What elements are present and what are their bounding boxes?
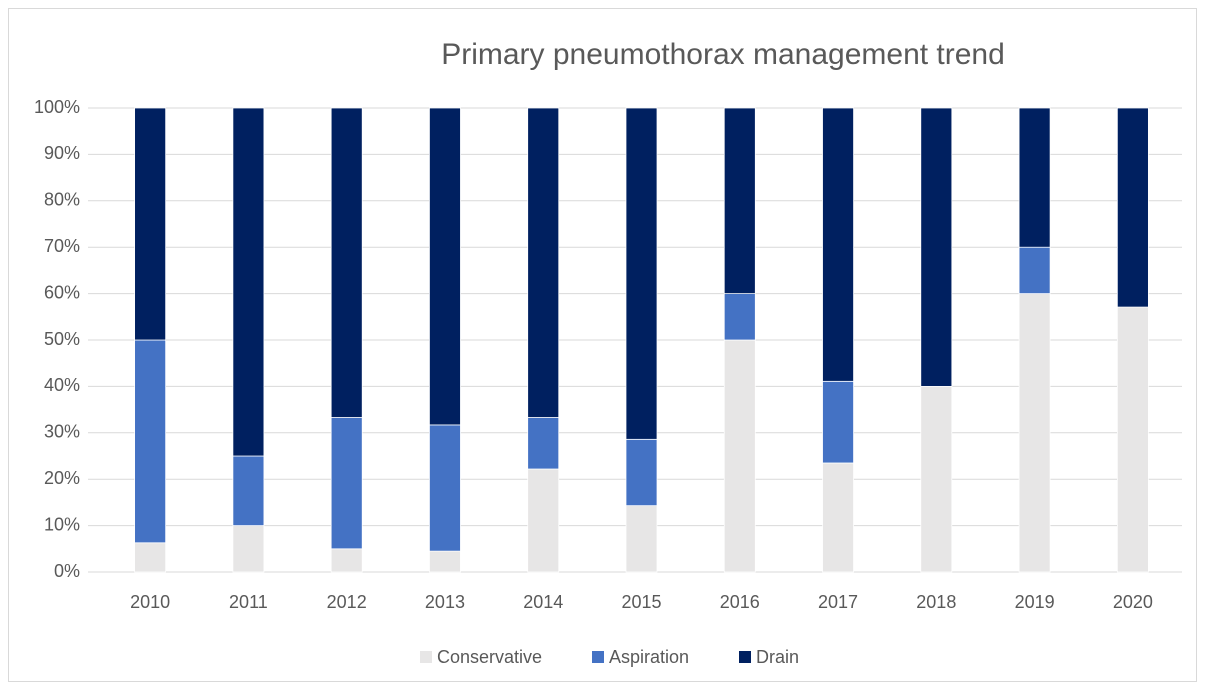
y-tick-label: 40% <box>44 375 80 395</box>
bar-segment <box>232 525 265 573</box>
bar-segment <box>134 542 167 573</box>
legend-label: Conservative <box>437 647 542 667</box>
bar-segment <box>1018 293 1051 573</box>
bar-segment <box>822 380 854 464</box>
y-tick-label: 100% <box>34 97 80 117</box>
bar-segment <box>527 468 560 573</box>
bar-segment <box>920 386 953 573</box>
bar-segment <box>134 339 167 544</box>
y-tick-label: 50% <box>44 329 80 349</box>
x-tick-label: 2018 <box>916 592 956 612</box>
bar-segment <box>429 550 461 573</box>
bar-segment <box>723 339 756 573</box>
legend-swatch <box>592 651 604 663</box>
legend-swatch <box>739 651 751 663</box>
y-tick-label: 20% <box>44 468 80 488</box>
bar-segment <box>625 107 658 440</box>
x-tick-label: 2017 <box>818 592 858 612</box>
y-tick-label: 60% <box>44 282 80 302</box>
bar-segment <box>723 107 756 294</box>
bar-segment <box>625 505 658 573</box>
x-tick-label: 2013 <box>425 592 465 612</box>
bar-segment <box>1116 107 1149 308</box>
bar-segment <box>822 462 854 573</box>
bar-segment <box>429 424 461 552</box>
x-tick-label: 2015 <box>621 592 661 612</box>
y-tick-label: 10% <box>44 514 80 534</box>
bar-segment <box>527 417 560 470</box>
bar-segment <box>330 417 363 550</box>
legend-swatch <box>420 651 432 663</box>
legend-label: Aspiration <box>609 647 689 667</box>
x-tick-label: 2019 <box>1015 592 1055 612</box>
legend-label: Drain <box>756 647 799 667</box>
bar-segment <box>625 438 658 507</box>
y-tick-label: 0% <box>54 561 80 581</box>
bar-segment <box>1018 246 1051 294</box>
bar-segment <box>822 107 854 382</box>
chart-title: Primary pneumothorax management trend <box>441 38 1005 71</box>
x-tick-label: 2011 <box>229 592 268 612</box>
bar-segment <box>723 293 756 341</box>
bar-segment <box>527 107 560 418</box>
bar-segment <box>920 107 953 387</box>
bar-segment <box>429 107 461 426</box>
y-tick-label: 80% <box>44 190 80 210</box>
bar-segment <box>1018 107 1051 248</box>
y-tick-label: 70% <box>44 236 80 256</box>
x-tick-label: 2016 <box>720 592 760 612</box>
bar-segment <box>232 107 265 457</box>
bar-segment <box>330 548 363 573</box>
x-tick-label: 2014 <box>523 592 563 612</box>
x-tick-label: 2010 <box>130 592 170 612</box>
bar-segment <box>232 455 265 526</box>
chart-frame <box>8 8 1197 682</box>
y-tick-label: 30% <box>44 422 80 442</box>
bar-segment <box>1116 306 1149 573</box>
x-tick-label: 2012 <box>327 592 367 612</box>
x-tick-label: 2020 <box>1113 592 1153 612</box>
y-tick-label: 90% <box>44 143 80 163</box>
bar-segment <box>330 107 363 418</box>
bar-segment <box>134 107 167 341</box>
